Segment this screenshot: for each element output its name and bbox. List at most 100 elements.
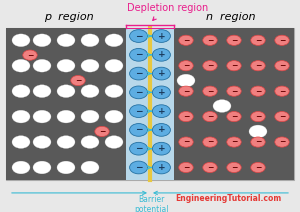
Circle shape (105, 110, 123, 123)
Circle shape (57, 59, 75, 72)
Circle shape (130, 67, 148, 80)
Circle shape (177, 74, 195, 87)
Circle shape (57, 85, 75, 98)
Circle shape (81, 59, 99, 72)
Bar (6, 28, 126, 180)
Text: −: − (183, 36, 189, 45)
Circle shape (152, 86, 170, 99)
Circle shape (275, 137, 289, 147)
Bar (126, 28, 174, 180)
Circle shape (33, 59, 51, 72)
Circle shape (105, 136, 123, 148)
Text: −: − (207, 61, 213, 70)
Text: −: − (231, 163, 237, 172)
Circle shape (81, 161, 99, 174)
Circle shape (203, 61, 217, 71)
Text: n  region: n region (206, 12, 256, 22)
Text: −: − (255, 87, 261, 96)
Text: −: − (207, 36, 213, 45)
Text: −: − (231, 138, 237, 146)
Circle shape (227, 61, 241, 71)
Circle shape (12, 34, 30, 47)
Text: −: − (255, 138, 261, 146)
Circle shape (95, 126, 109, 137)
Circle shape (249, 125, 267, 138)
Text: −: − (279, 61, 285, 70)
Text: −: − (231, 112, 237, 121)
Circle shape (203, 35, 217, 45)
Text: −: − (279, 87, 285, 96)
Text: −: − (183, 61, 189, 70)
Circle shape (105, 59, 123, 72)
Text: −: − (279, 36, 285, 45)
Text: +: + (158, 88, 165, 97)
Circle shape (251, 162, 265, 173)
Text: p  region: p region (44, 12, 94, 22)
Circle shape (81, 110, 99, 123)
Circle shape (227, 86, 241, 96)
Text: −: − (207, 87, 213, 96)
Bar (174, 28, 294, 180)
Circle shape (203, 162, 217, 173)
Text: −: − (135, 88, 142, 97)
Text: −: − (135, 126, 142, 134)
Text: −: − (231, 36, 237, 45)
Text: Depletion region: Depletion region (128, 3, 208, 14)
Circle shape (227, 112, 241, 122)
Text: −: − (255, 36, 261, 45)
Circle shape (23, 50, 37, 60)
Circle shape (71, 75, 85, 86)
Text: −: − (183, 87, 189, 96)
Text: −: − (75, 76, 81, 85)
Circle shape (130, 142, 148, 155)
Circle shape (12, 85, 30, 98)
Text: −: − (135, 144, 142, 153)
Circle shape (130, 124, 148, 136)
Circle shape (179, 162, 193, 173)
Bar (126, 28, 174, 29)
Circle shape (33, 161, 51, 174)
Circle shape (33, 136, 51, 148)
Circle shape (33, 34, 51, 47)
Circle shape (152, 124, 170, 136)
Circle shape (213, 100, 231, 112)
Circle shape (251, 86, 265, 96)
Circle shape (12, 161, 30, 174)
Circle shape (179, 35, 193, 45)
Circle shape (251, 35, 265, 45)
Circle shape (12, 136, 30, 148)
Circle shape (179, 137, 193, 147)
Circle shape (251, 61, 265, 71)
Circle shape (33, 85, 51, 98)
Text: +: + (158, 107, 165, 116)
Circle shape (57, 34, 75, 47)
Circle shape (251, 137, 265, 147)
Circle shape (130, 105, 148, 117)
Circle shape (12, 59, 30, 72)
Circle shape (81, 34, 99, 47)
Text: −: − (207, 163, 213, 172)
Text: +: + (158, 69, 165, 78)
Text: Barrier
potential: Barrier potential (134, 195, 169, 212)
Circle shape (152, 67, 170, 80)
Text: −: − (135, 50, 142, 59)
Text: −: − (135, 32, 142, 40)
Circle shape (130, 30, 148, 42)
Text: +: + (158, 126, 165, 134)
Text: EngineeringTutorial.com: EngineeringTutorial.com (175, 194, 281, 203)
Circle shape (152, 142, 170, 155)
Circle shape (275, 86, 289, 96)
Circle shape (203, 86, 217, 96)
Circle shape (130, 49, 148, 61)
Circle shape (275, 35, 289, 45)
Text: −: − (183, 138, 189, 146)
Circle shape (275, 61, 289, 71)
Text: −: − (279, 112, 285, 121)
Text: −: − (207, 112, 213, 121)
Circle shape (12, 110, 30, 123)
Text: −: − (27, 51, 33, 60)
Circle shape (33, 110, 51, 123)
Text: −: − (183, 163, 189, 172)
Text: −: − (135, 163, 142, 172)
Circle shape (179, 86, 193, 96)
